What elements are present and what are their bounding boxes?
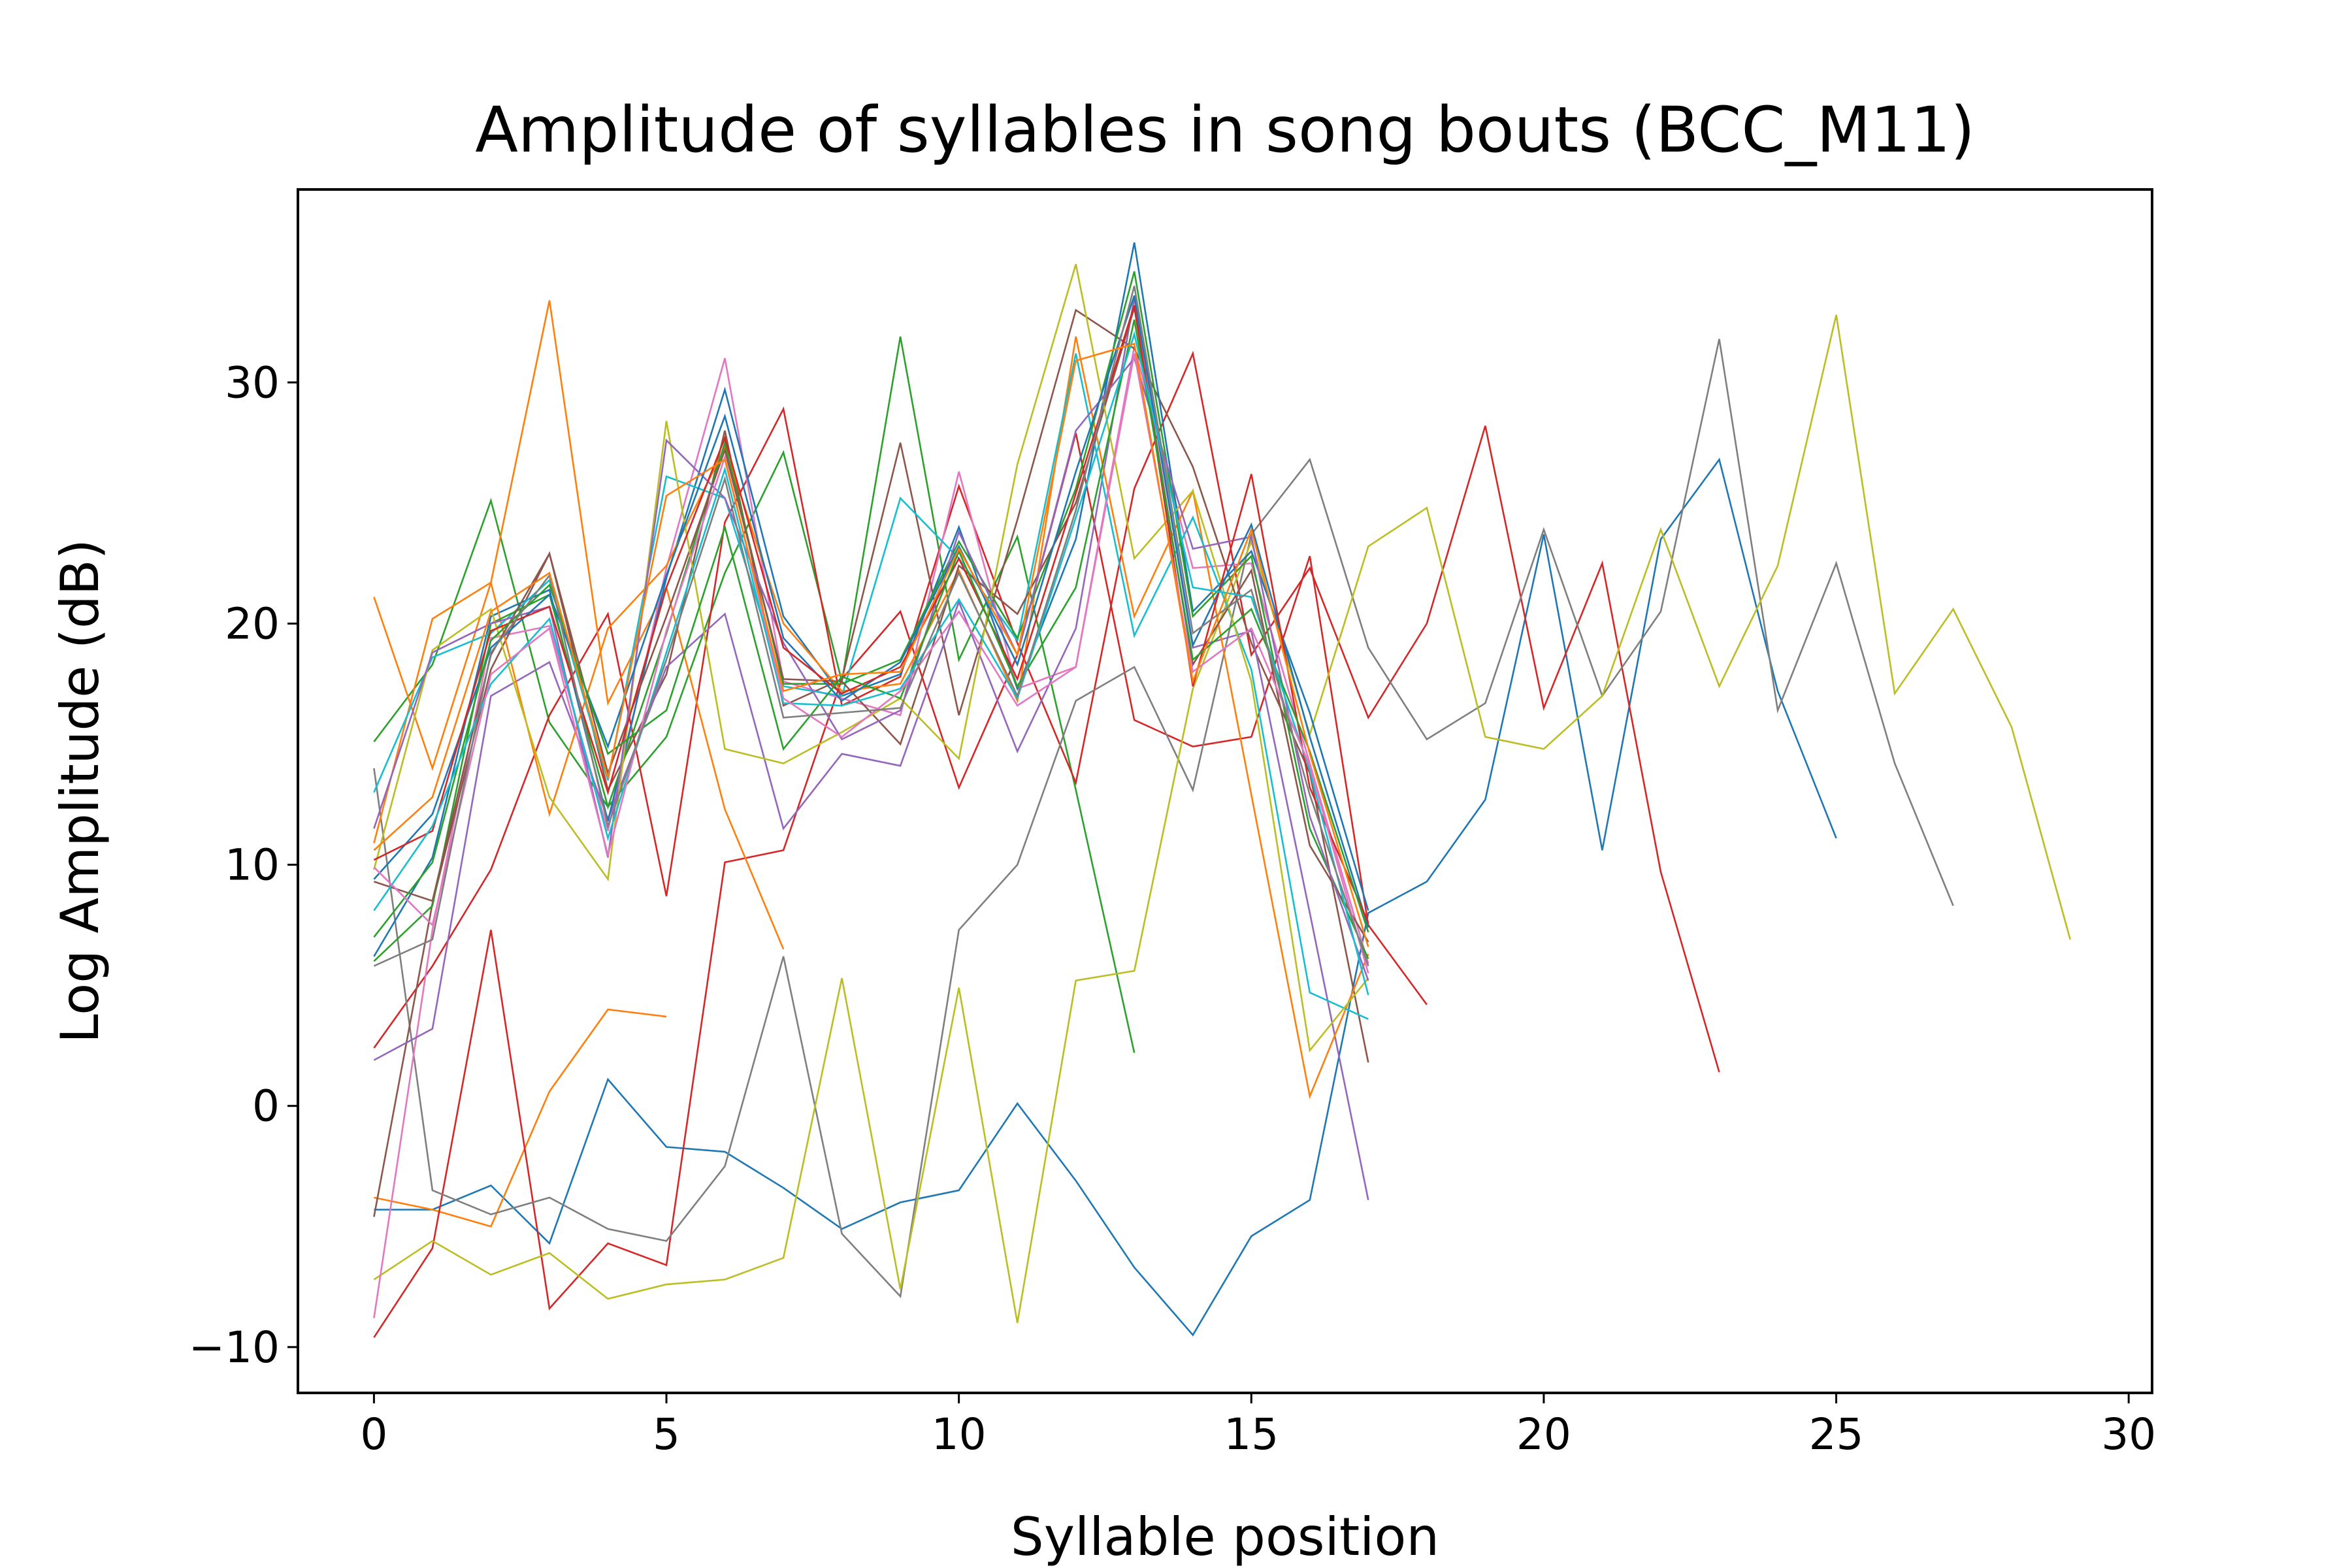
series-line-10: [373, 308, 1369, 1217]
series-line-18: [373, 356, 1369, 981]
chart-title: Amplitude of syllables in song bouts (BC…: [475, 93, 1975, 167]
x-tick-label: 20: [1516, 1409, 1571, 1460]
x-tick-label: 25: [1809, 1409, 1864, 1460]
series-line-25: [373, 342, 1369, 947]
series-line-11: [373, 297, 1369, 1200]
series-line-7: [373, 314, 2071, 1324]
series-line-6: [373, 338, 1954, 1299]
series-line-17: [373, 264, 1369, 1053]
series-line-24: [373, 286, 1369, 967]
series-line-23: [373, 353, 1369, 974]
x-tick-label: 5: [653, 1409, 680, 1460]
x-tick-label: 0: [360, 1409, 387, 1460]
y-tick-label: 0: [252, 1081, 280, 1132]
series-line-2: [374, 1008, 667, 1228]
series-line-4: [373, 433, 1428, 1338]
y-tick-label: 30: [225, 357, 280, 408]
series-layer: [373, 242, 2071, 1338]
y-tick-label: 10: [225, 840, 280, 890]
plot-frame: [297, 188, 2153, 1394]
series-line-22: [373, 331, 1369, 996]
series-line-1: [374, 457, 1837, 1337]
series-line-9: [373, 346, 1369, 1318]
x-axis-label: Syllable position: [1011, 1507, 1439, 1567]
y-axis-label: Log Amplitude (dB): [50, 539, 110, 1043]
y-tick-label: −10: [189, 1322, 280, 1373]
series-line-21: [373, 319, 1369, 938]
x-tick-label: 15: [1224, 1409, 1279, 1460]
x-tick-label: 30: [2101, 1409, 2156, 1460]
y-tick-label: 20: [225, 598, 280, 649]
x-tick-label: 10: [932, 1409, 987, 1460]
series-line-8: [373, 300, 785, 950]
series-line-15: [373, 271, 1369, 962]
ticks-layer: 0 5 10 15 20 25 30 −10 0 10 20 30: [189, 357, 2156, 1460]
